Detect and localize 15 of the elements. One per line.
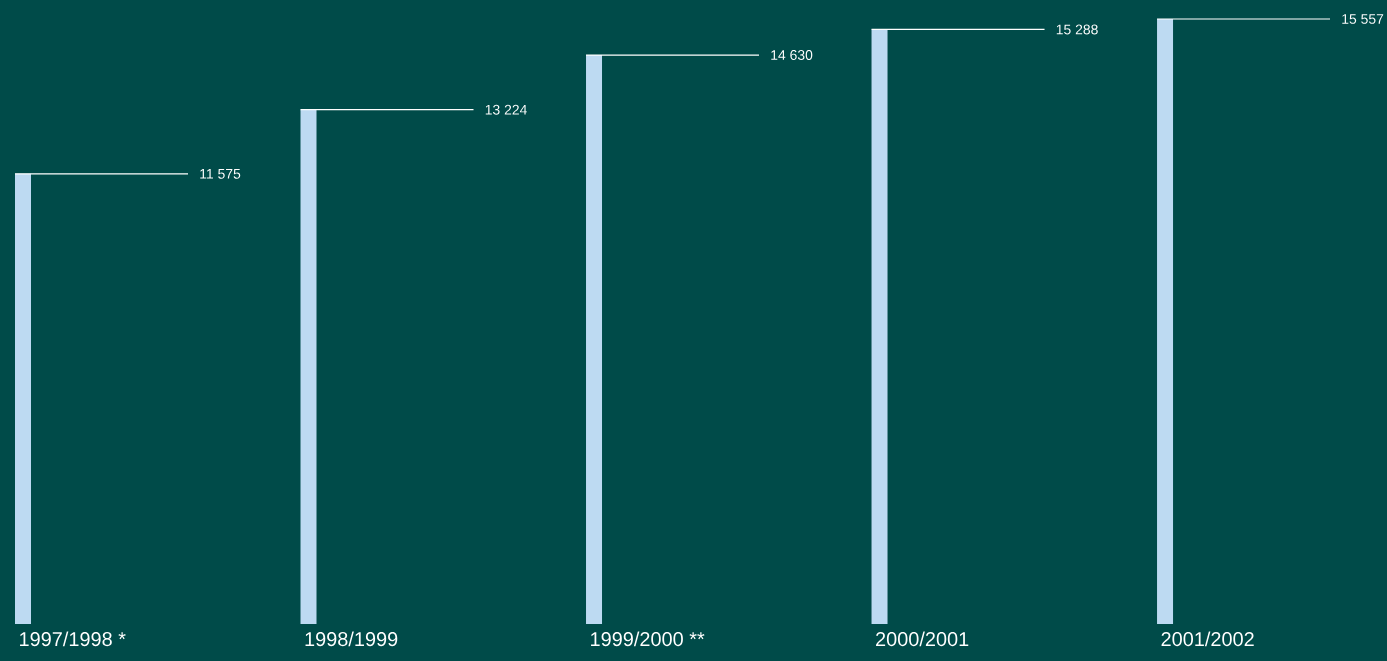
bar [15,173,31,624]
bar [300,109,317,624]
x-tick-label: 2001/2002 [1161,631,1254,647]
data-label: 11 575 [200,168,241,179]
x-tick-label: 1998/1999 [305,631,398,647]
data-label: 14 630 [771,50,813,60]
data-label: 15 288 [1056,24,1098,35]
bar [1157,18,1174,624]
bar [871,29,888,624]
x-tick-label: 1999/2000 ** [591,631,705,647]
data-label: 15 557 [1342,14,1384,24]
x-tick-label: 2000/2001 [876,631,969,647]
data-label: 13 224 [485,104,527,115]
bar [586,55,603,624]
x-tick-label: 1997/1998 * [20,631,126,647]
